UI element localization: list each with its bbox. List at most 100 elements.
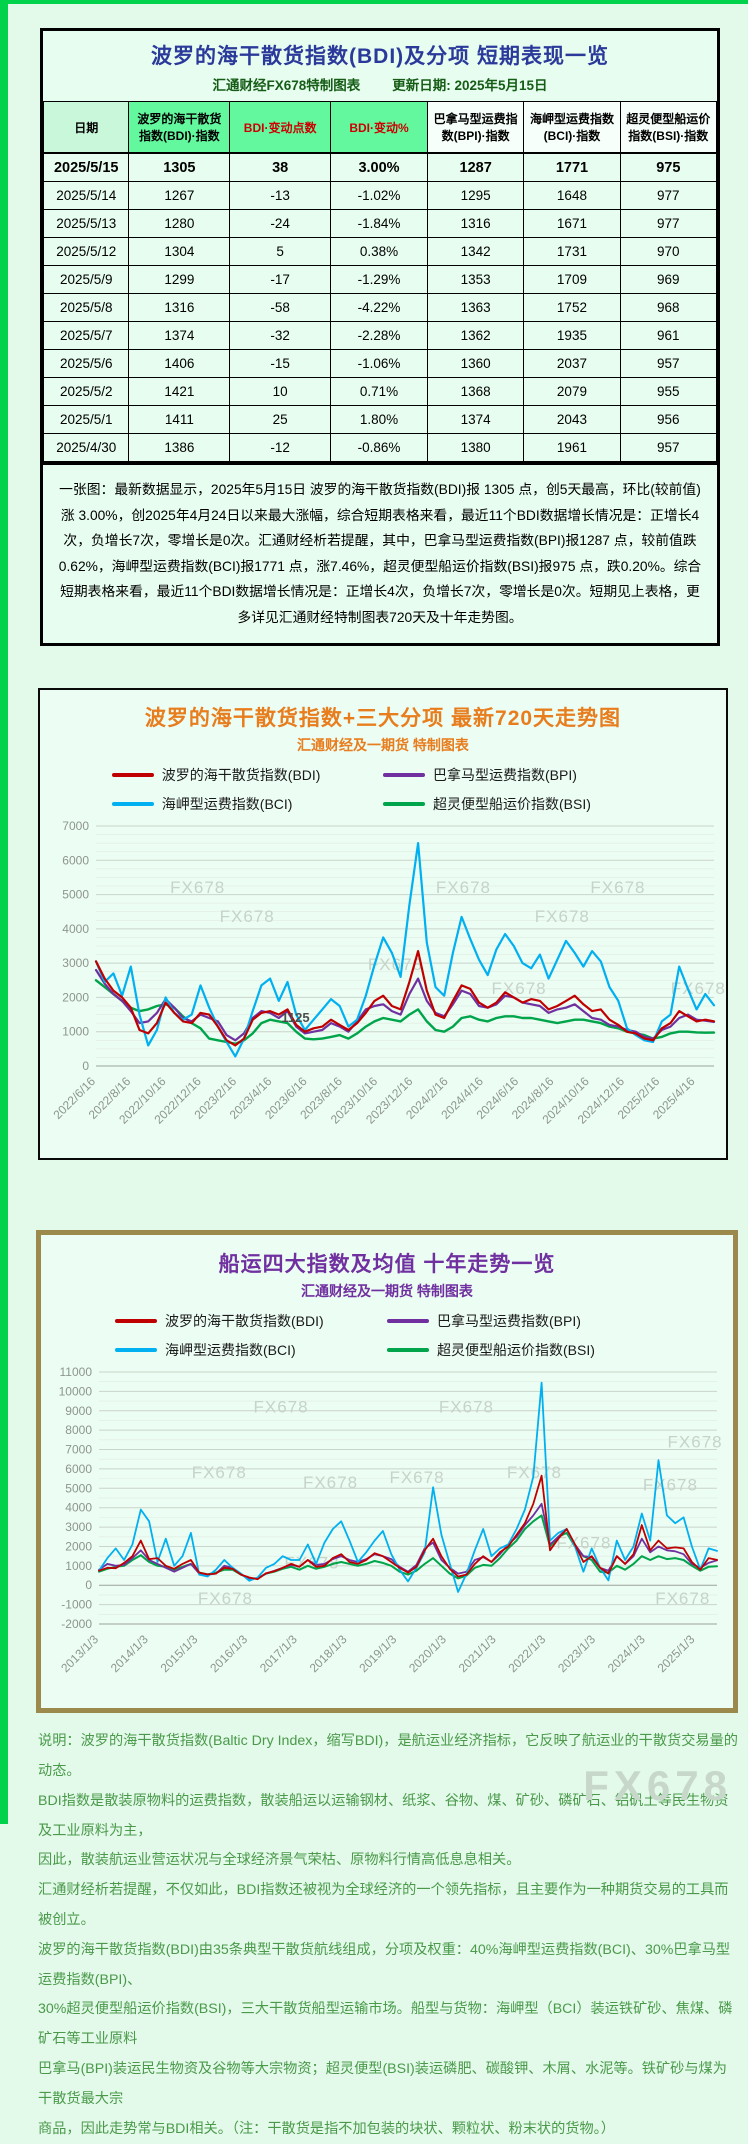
x-tick-label: 2024/1/3 — [605, 1632, 648, 1675]
chart-watermark: FX678 — [643, 1476, 698, 1495]
y-tick-label: -1000 — [61, 1598, 92, 1612]
column-header: BDI·变动点数 — [229, 101, 332, 154]
y-tick-label: -2000 — [61, 1617, 92, 1631]
y-tick-label: 5000 — [65, 1481, 92, 1495]
x-tick-label: 2019/1/3 — [356, 1632, 399, 1675]
table-cell: -13 — [229, 181, 332, 210]
chart-watermark: FX678 — [590, 878, 645, 897]
table-cell: 1374 — [426, 405, 525, 434]
table-cell: 2079 — [523, 377, 621, 406]
table-cell: 961 — [619, 321, 718, 350]
legend-swatch — [382, 773, 425, 778]
chart2-plot: -2000 -1000 0 1000 2000 3000 4000 5000 6000 7000 8… — [58, 1365, 723, 1675]
table-cell: 0.71% — [330, 377, 428, 406]
table-cell: 975 — [619, 152, 718, 182]
x-tick-label: 2013/1/3 — [58, 1632, 101, 1675]
table-cell: 2025/5/8 — [42, 293, 130, 322]
column-header: 波罗的海干散货指数(BDI)·指数 — [128, 101, 231, 154]
y-tick-label: 2000 — [65, 1540, 92, 1554]
column-header: 海岬型运费指数(BCI)·指数 — [523, 101, 621, 154]
chart2-legend: 波罗的海干散货指数(BDI) 巴拿马型运费指数(BPI) 海岬型运费指数(BCI) 超… — [115, 1311, 659, 1360]
table-cell: -58 — [229, 293, 332, 322]
table-cell: 10 — [229, 377, 332, 406]
chart-watermark: FX678 — [192, 1463, 247, 1482]
y-tick-label: 4000 — [65, 1501, 92, 1515]
y-tick-label: 6000 — [65, 1462, 92, 1476]
legend-label: 超灵便型船运价指数(BSI) — [432, 796, 591, 813]
legend-label: 海岬型运费指数(BCI) — [161, 796, 293, 813]
bdi-table-body: 2025/5/15 1305 38 3.00% 1287 1771 975 2025/5/14… — [42, 152, 718, 462]
table-cell: -32 — [229, 321, 332, 350]
chart-watermark: FX678 — [668, 1433, 723, 1452]
legend-label: 海岬型运费指数(BCI) — [165, 1342, 296, 1359]
legend-item: 超灵便型船运价指数(BSI) — [382, 794, 654, 814]
table-cell: 1709 — [523, 265, 621, 294]
table-cell: 1386 — [128, 433, 231, 462]
column-header: 巴拿马型运费指数(BPI)·指数 — [426, 101, 525, 154]
table-cell: 2025/4/30 — [42, 433, 130, 462]
table-cell: -24 — [229, 209, 332, 238]
table-cell: 1374 — [128, 321, 231, 350]
legend-label: 超灵便型船运价指数(BSI) — [437, 1342, 595, 1359]
chart1-title: 波罗的海干散货指数+三大分项 最新720天走势图 — [144, 707, 622, 731]
chart-watermark: FX678 — [655, 1589, 710, 1608]
table-cell: 25 — [229, 405, 332, 434]
legend-swatch — [111, 773, 154, 778]
y-tick-label: 3000 — [65, 1520, 92, 1534]
table-cell: 1316 — [128, 293, 231, 322]
x-tick-label: 2014/1/3 — [108, 1632, 151, 1675]
legend-item: 波罗的海干散货指数(BDI) — [115, 1311, 387, 1331]
table-cell: -1.06% — [330, 349, 428, 378]
table-cell: 2037 — [523, 349, 621, 378]
table-row: 2025/5/7 1374 -32 -2.28% 1362 1935 961 — [42, 321, 718, 350]
legend-swatch — [387, 1319, 429, 1324]
y-tick-label: 8000 — [65, 1423, 92, 1437]
table-cell: 2043 — [523, 405, 621, 434]
table-row: 2025/5/9 1299 -17 -1.29% 1353 1709 969 — [42, 265, 718, 294]
chart1-legend: 波罗的海干散货指数(BDI) 巴拿马型运费指数(BPI) 海岬型运费指数(BCI) 超… — [111, 765, 654, 814]
table-cell: 977 — [619, 181, 718, 210]
table-cell: 957 — [619, 433, 718, 462]
note-line: 巴拿马(BPI)装运民生物资及谷物等大宗物资；超灵便型(BSI)装运磷肥、碳酸钾… — [38, 2061, 727, 2107]
x-tick-label: 2018/1/3 — [307, 1632, 350, 1675]
table-cell: 1267 — [128, 181, 231, 210]
y-tick-label: 9000 — [65, 1404, 92, 1418]
fx678-watermark: FX678 — [583, 1762, 732, 1809]
y-tick-label: 1000 — [62, 1025, 89, 1039]
table-cell: 1421 — [128, 377, 231, 406]
table-cell: 1363 — [426, 293, 525, 322]
x-tick-label: 2016/1/3 — [207, 1632, 250, 1675]
table-cell: -4.22% — [330, 293, 428, 322]
table-cell: 0.38% — [330, 237, 428, 266]
table-row: 2025/5/14 1267 -13 -1.02% 1295 1648 977 — [42, 181, 718, 210]
table-cell: 2025/5/7 — [42, 321, 130, 350]
chart2-subtitle: 汇通财经及一期货 特制图表 — [301, 1283, 473, 1300]
table-cell: -1.84% — [330, 209, 428, 238]
legend-label: 巴拿马型运费指数(BPI) — [432, 767, 577, 784]
table-row: 2025/5/8 1316 -58 -4.22% 1363 1752 968 — [42, 293, 718, 322]
y-tick-label: 5000 — [62, 888, 89, 902]
table-cell: 2025/5/15 — [42, 152, 130, 182]
table-cell: -2.28% — [330, 321, 428, 350]
table-cell: -15 — [229, 349, 332, 378]
table-cell: 2025/5/13 — [42, 209, 130, 238]
table-cell: -1.29% — [330, 265, 428, 294]
chart-watermark: FX678 — [198, 1589, 253, 1608]
table-cell: -1.02% — [330, 181, 428, 210]
table-header: 日期 波罗的海干散货指数(BDI)·指数 BDI·变动点数 BDI·变动% 巴拿马型运费… — [42, 101, 718, 154]
note-line: 商品，因此走势常与BDI相关。（注：干散货是指不加包装的块状、颗粒状、粉末状的货… — [38, 2120, 615, 2137]
chart-watermark: FX678 — [671, 979, 726, 998]
table-summary-text: 一张图：最新数据显示，2025年5月15日 波罗的海干散货指数(BDI)报 13… — [43, 462, 717, 643]
series-line — [98, 1474, 718, 1581]
table-cell: 1771 — [523, 152, 621, 182]
table-row: 2025/5/1 1411 25 1.80% 1374 2043 956 — [42, 405, 718, 434]
table-cell: 977 — [619, 209, 718, 238]
table-cell: 1.80% — [330, 405, 428, 434]
bdi-short-term-table-section: 波罗的海干散货指数(BDI)及分项 短期表现一览 汇通财经FX678特制图表 更… — [40, 28, 720, 647]
series-line — [94, 842, 716, 1058]
y-tick-label: 2000 — [62, 991, 89, 1005]
table-cell: -17 — [229, 265, 332, 294]
column-header: 日期 — [42, 101, 130, 154]
table-cell: 2025/5/2 — [42, 377, 130, 406]
legend-swatch — [111, 802, 154, 807]
